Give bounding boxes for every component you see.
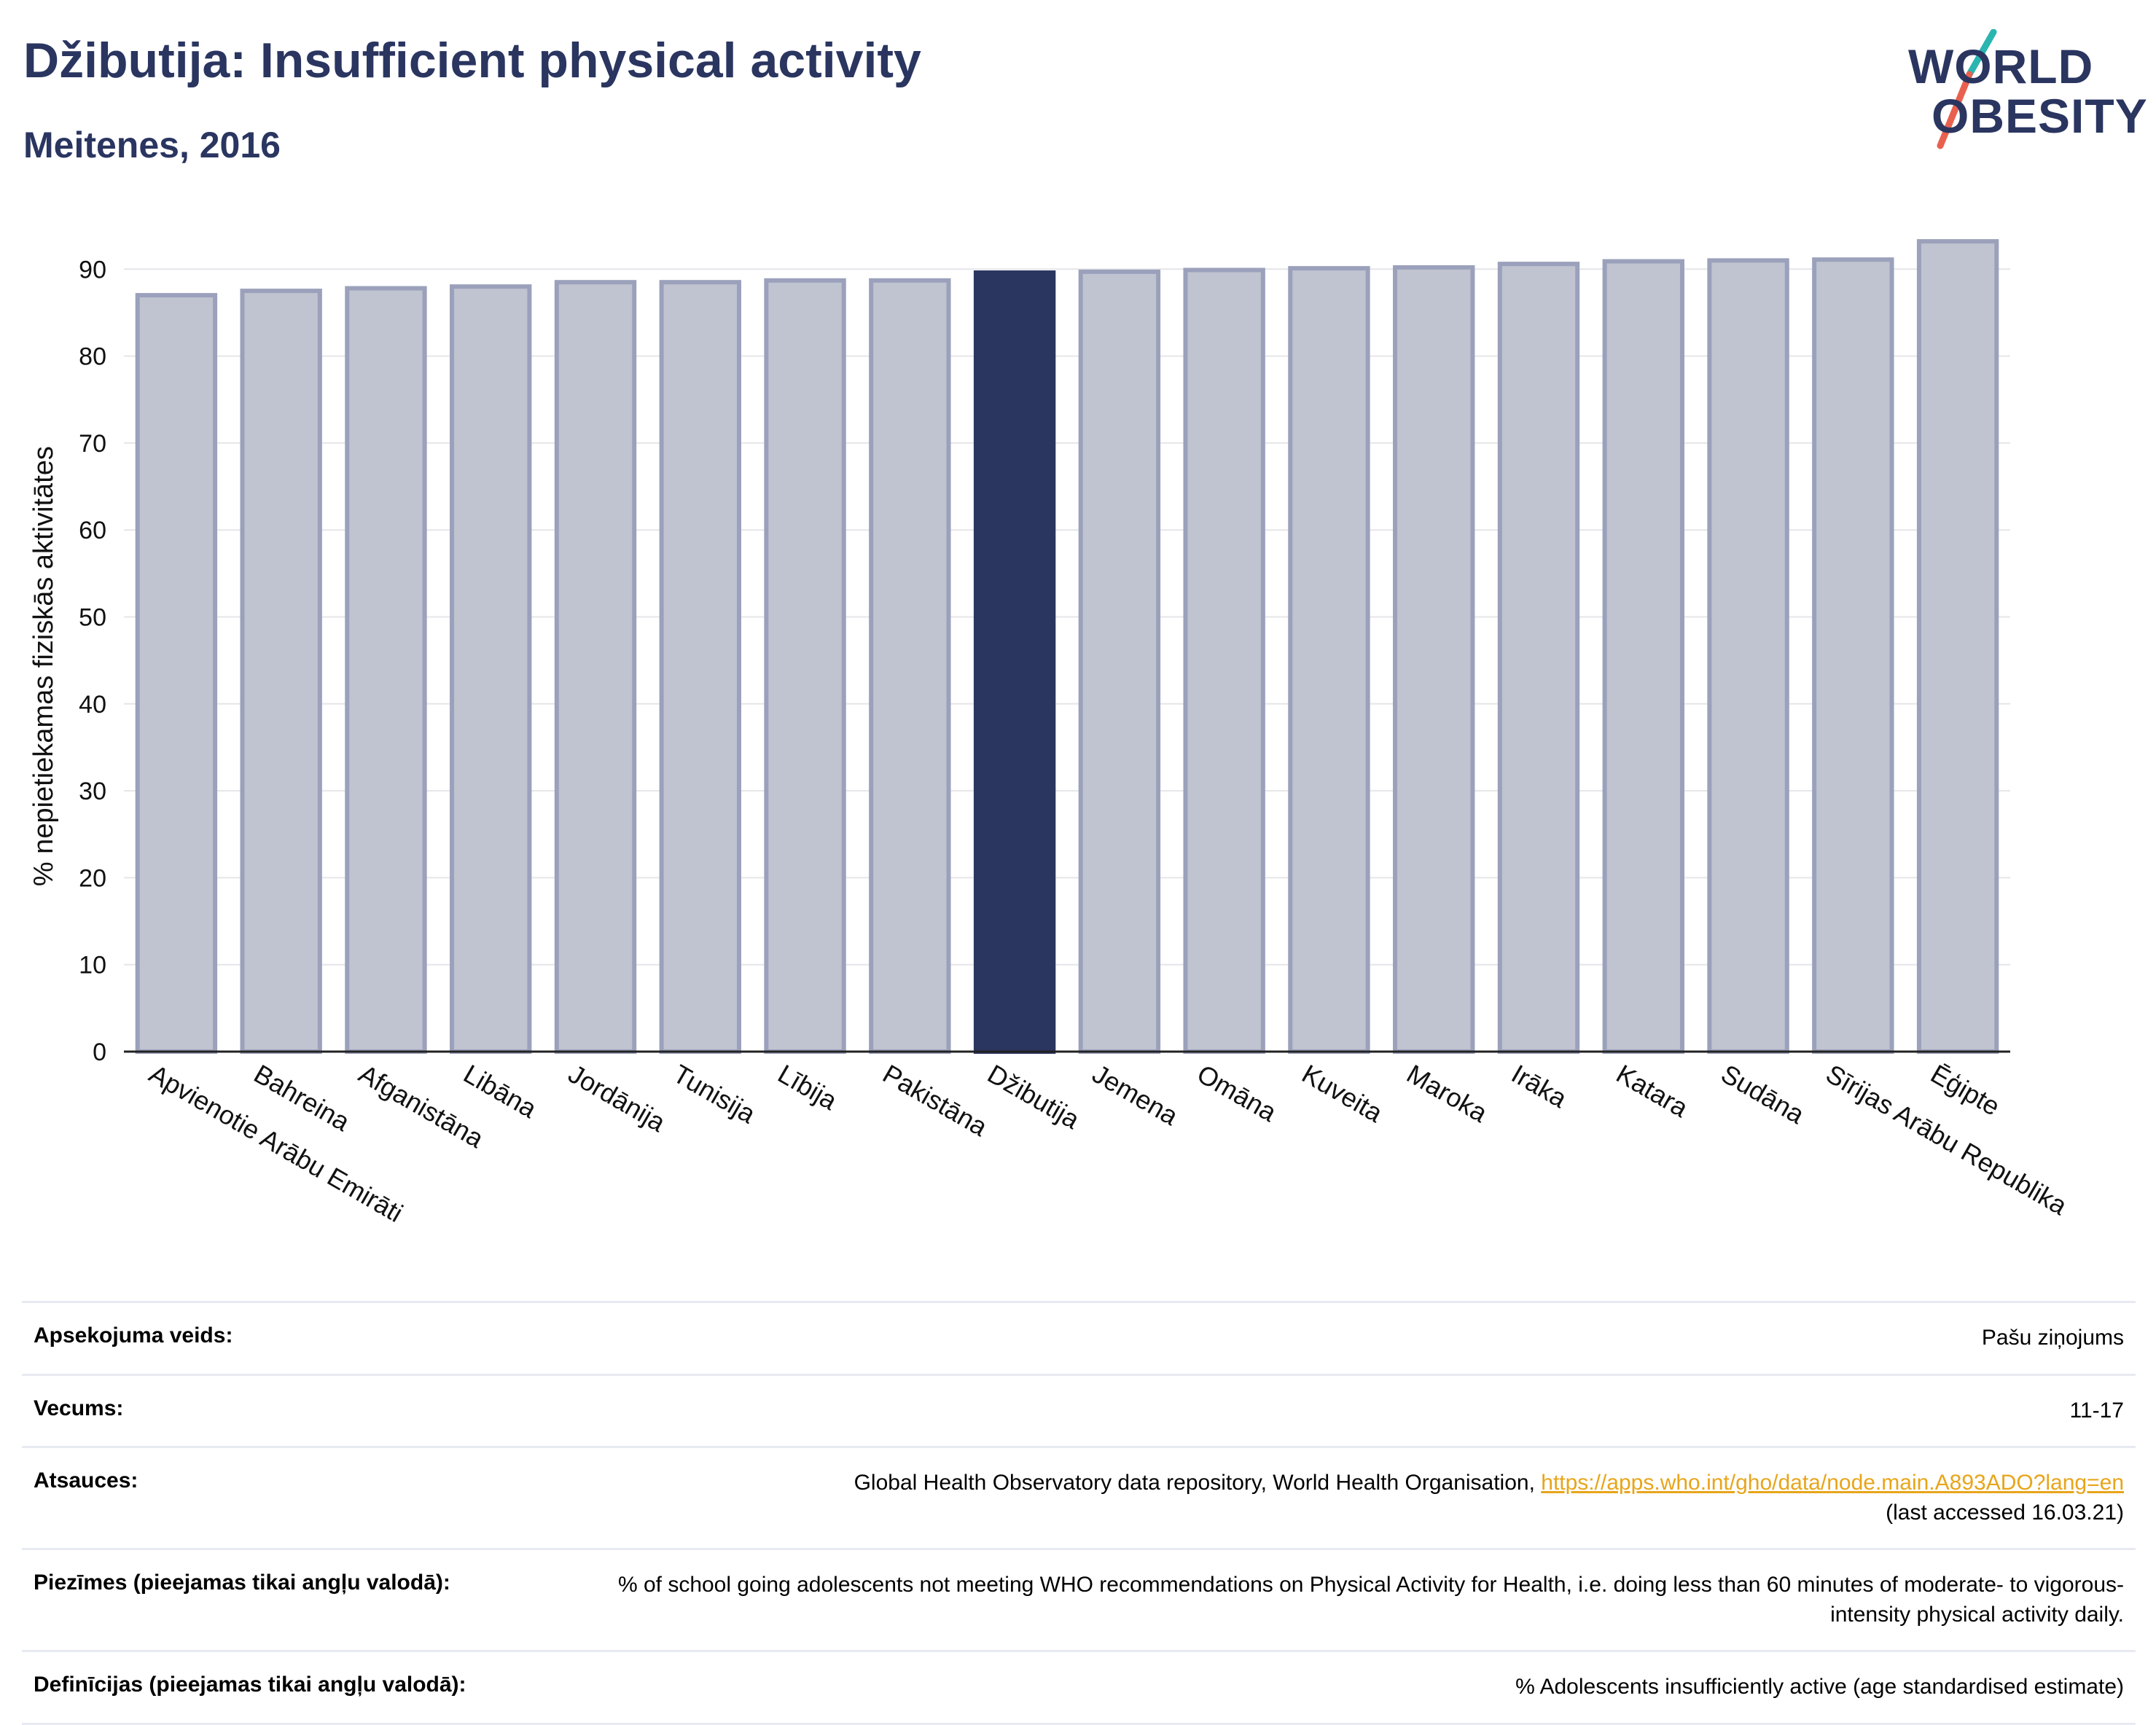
bar [1497,262,1580,1055]
info-row-survey-type: Apsekojuma veids: Pašu ziņojums [22,1301,2136,1374]
x-tick-label: Jordānija [563,1058,671,1138]
y-tick-label: 50 [79,604,106,632]
x-tick-label: Kuveita [1297,1058,1388,1128]
bar [1393,265,1475,1055]
reference-link[interactable]: https://apps.who.int/gho/data/node.main.… [1541,1471,2124,1495]
bar [869,278,951,1055]
bar [345,286,427,1054]
x-tick-label: Jemena [1087,1058,1184,1131]
bar [240,289,322,1054]
info-row-definitions: Definīcijas (pieejamas tikai angļu valod… [22,1650,2136,1725]
x-tick-label: Maroka [1402,1058,1493,1128]
info-value: % of school going adolescents not meetin… [617,1573,2124,1627]
y-tick-label: 90 [79,256,106,283]
info-row-age: Vecums: 11-17 [22,1373,2136,1447]
y-tick-label: 30 [79,778,106,805]
logo-slash-icon [1937,29,1997,149]
x-tick-label: Katara [1612,1058,1694,1123]
x-tick-label: Pakistāna [878,1058,993,1142]
reference-accessed: (last accessed 16.03.21) [1886,1500,2124,1525]
bar [1812,257,1894,1054]
bar [135,293,218,1055]
info-key: Piezīmes (pieejamas tikai angļu valodā): [34,1571,450,1595]
page-title: Džibutija: Insufficient physical activit… [23,33,921,88]
x-tick-label: Džibutija [983,1058,1085,1135]
info-key: Definīcijas (pieejamas tikai angļu valod… [34,1673,466,1697]
info-value: % Adolescents insufficiently active (age… [1515,1675,2124,1699]
x-tick-label: Lībija [773,1058,843,1116]
bar [1183,267,1265,1054]
bar [659,280,741,1055]
x-tick-label: Libāna [458,1058,542,1124]
info-value: 11-17 [2069,1398,2124,1423]
y-tick-label: 20 [79,864,106,892]
logo-word-obesity: OBESITY [1932,89,2148,143]
y-tick-label: 10 [79,952,106,979]
bar-highlighted [973,270,1056,1054]
bar [1707,258,1789,1055]
logo-word-world: WORLD [1908,39,2094,93]
y-tick-label: 70 [79,430,106,458]
y-tick-label: 0 [93,1038,106,1066]
x-tick-label: Sudāna [1716,1058,1811,1130]
info-value: Pašu ziņojums [1981,1326,2124,1350]
info-key: Atsauces: [34,1468,138,1493]
world-obesity-logo: WORLD OBESITY [1895,29,2147,153]
bar [1602,259,1684,1055]
y-axis-label: % nepietiekamas fiziskās aktivitātes [28,446,59,886]
info-row-references: Atsauces: Global Health Observatory data… [22,1446,2136,1548]
info-key: Apsekojuma veids: [34,1323,233,1347]
x-tick-label: Tunisija [668,1058,762,1129]
info-table: Apsekojuma veids: Pašu ziņojums Vecums: … [22,1301,2136,1725]
y-tick-label: 40 [79,691,106,719]
bar [764,278,846,1055]
y-tick-label: 60 [79,517,106,544]
bar [554,280,637,1055]
info-key: Vecums: [34,1396,124,1420]
reference-text: Global Health Observatory data repositor… [854,1471,1542,1495]
x-tick-label: Ēģipte [1926,1058,2005,1122]
x-tick-label: Irāka [1507,1058,1573,1114]
x-tick-label: Omāna [1192,1058,1283,1127]
bar [1916,239,1999,1054]
bar-chart: 0 10 20 30 40 50 60 70 80 90 % nepietiekamas fizis… [28,239,2073,1228]
info-row-notes: Piezīmes (pieejamas tikai angļu valodā):… [22,1548,2136,1650]
page-subtitle: Meitenes, 2016 [23,125,281,165]
bar [1288,266,1370,1054]
info-value: Global Health Observatory data repositor… [854,1468,2124,1528]
bar [450,284,532,1054]
y-tick-label: 80 [79,343,106,371]
bar [1078,269,1161,1054]
